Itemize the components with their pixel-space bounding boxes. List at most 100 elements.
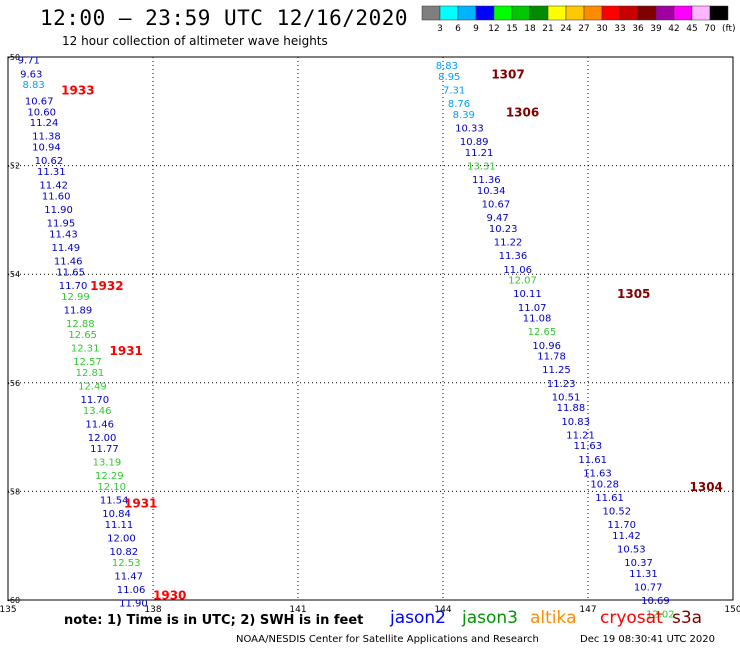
latitude-tick-label: -52 — [7, 162, 20, 171]
swh-value: 12.31 — [71, 344, 100, 355]
color-scale-label: 45 — [686, 24, 697, 34]
swh-value: 11.21 — [566, 430, 595, 441]
color-scale-label: 12 — [488, 24, 499, 34]
swh-value: 13.46 — [83, 406, 112, 417]
swh-value: 11.43 — [49, 229, 78, 240]
swh-value: 10.69 — [641, 596, 670, 607]
swh-value: 10.37 — [624, 558, 653, 569]
color-scale-legend: 3 6 9 12 15 18 21 24 27 30 33 36 39 42 45 70 (ft) — [421, 5, 736, 34]
color-scale-swatch — [709, 5, 729, 21]
latitude-tick-label: -56 — [7, 379, 20, 388]
swh-value: 11.11 — [105, 520, 134, 531]
credit-line: NOAA/NESDIS Center for Satellite Applica… — [236, 634, 539, 645]
color-scale-label: 36 — [632, 24, 644, 34]
swh-value: 11.90 — [44, 205, 73, 216]
latitude-tick-label: -50 — [7, 53, 20, 62]
color-scale-label: 18 — [524, 24, 536, 34]
swh-value: 12.00 — [88, 433, 117, 444]
swh-value: 10.33 — [455, 124, 484, 135]
color-scale-label: 70 — [704, 24, 716, 34]
color-scale-label: 21 — [542, 24, 553, 34]
swh-value: 12.02 — [646, 610, 675, 621]
page-title: 12:00 – 23:59 UTC 12/16/2020 — [40, 6, 409, 30]
swh-value: 11.31 — [629, 569, 658, 580]
color-scale-label: 33 — [614, 24, 625, 34]
legend-altika: altika — [530, 608, 577, 628]
longitude-tick-label: 144 — [434, 605, 451, 615]
pass-time-label: 1304 — [690, 480, 723, 494]
swh-value: 12.49 — [78, 382, 107, 393]
pass-time-label: 1306 — [506, 105, 539, 119]
swh-value: 11.46 — [85, 420, 114, 431]
swh-value: 12.81 — [76, 368, 105, 379]
swh-value: 12.10 — [97, 482, 126, 493]
swh-value: 11.65 — [56, 267, 85, 278]
swh-value: 11.60 — [42, 191, 71, 202]
swh-value: 13.31 — [467, 162, 496, 173]
swh-value: 11.22 — [494, 238, 523, 249]
longitude-tick-label: 150 — [724, 605, 740, 615]
pass-time-label: 1307 — [491, 67, 524, 81]
color-scale-unit: (ft) — [722, 24, 736, 34]
legend-jason3: jason3 — [462, 608, 518, 628]
swh-value: 11.23 — [547, 379, 576, 390]
swh-value: 10.28 — [590, 479, 619, 490]
swh-value: 11.24 — [30, 118, 59, 129]
swh-value: 11.36 — [472, 175, 501, 186]
generated-timestamp: Dec 19 08:30:41 UTC 2020 — [580, 634, 715, 645]
swh-value: 8.39 — [453, 110, 475, 121]
swh-value: 11.70 — [607, 520, 636, 531]
swh-value: 8.83 — [436, 61, 458, 72]
swh-value: 9.63 — [20, 69, 42, 80]
swh-value: 9.47 — [487, 213, 509, 224]
swh-value: 10.34 — [477, 186, 506, 197]
page-subtitle: 12 hour collection of altimeter wave hei… — [62, 34, 328, 48]
swh-value: 11.61 — [578, 455, 607, 466]
swh-value: 10.82 — [110, 547, 139, 558]
color-scale-label: 3 — [437, 24, 443, 34]
swh-value: 12.00 — [107, 534, 136, 545]
swh-value: 10.96 — [532, 341, 561, 352]
swh-value: 10.11 — [513, 289, 542, 300]
pass-time-label: 1305 — [617, 287, 650, 301]
legend-s3a: s3a — [672, 608, 703, 628]
pass-time-label: 1932 — [90, 279, 123, 293]
pass-time-label: 1930 — [153, 589, 186, 603]
swh-value: 11.42 — [39, 181, 68, 192]
swh-value: 11.49 — [52, 243, 81, 254]
color-scale-label: 27 — [578, 24, 589, 34]
swh-value: 12.65 — [528, 327, 557, 338]
swh-value: 11.46 — [54, 257, 83, 268]
swh-value: 11.77 — [90, 444, 119, 455]
color-scale-label: 15 — [506, 24, 517, 34]
longitude-tick-label: 135 — [0, 605, 17, 615]
swh-value: 11.70 — [81, 395, 110, 406]
swh-value: 11.70 — [59, 281, 88, 292]
swh-value: 11.63 — [583, 468, 612, 479]
swh-value: 10.52 — [603, 506, 632, 517]
swh-value: 12.57 — [73, 357, 102, 368]
swh-value: 11.31 — [37, 167, 66, 178]
color-scale-label: 6 — [455, 24, 461, 34]
footnote: note: 1) Time is in UTC; 2) SWH is in fe… — [64, 613, 364, 628]
swh-value: 10.67 — [25, 96, 54, 107]
longitude-tick-label: 138 — [144, 605, 161, 615]
pass-time-label: 1933 — [61, 84, 94, 98]
color-scale-label: 9 — [473, 24, 479, 34]
swh-value: 11.42 — [612, 531, 641, 542]
color-scale-label: 24 — [560, 24, 572, 34]
swh-value: 10.89 — [460, 137, 489, 148]
swh-value: 11.25 — [542, 365, 571, 376]
swh-value: 11.54 — [100, 496, 129, 507]
swh-value: 12.07 — [508, 276, 537, 287]
swh-value: 8.83 — [23, 80, 45, 91]
swh-value: 11.38 — [32, 132, 61, 143]
swh-value: 10.60 — [27, 107, 56, 118]
swh-value: 12.53 — [112, 558, 141, 569]
legend-jason2: jason2 — [390, 608, 446, 628]
swh-value: 11.36 — [499, 251, 528, 262]
swh-value: 10.67 — [482, 200, 511, 211]
swh-value: 11.78 — [537, 352, 566, 363]
swh-value: 8.95 — [438, 72, 460, 83]
